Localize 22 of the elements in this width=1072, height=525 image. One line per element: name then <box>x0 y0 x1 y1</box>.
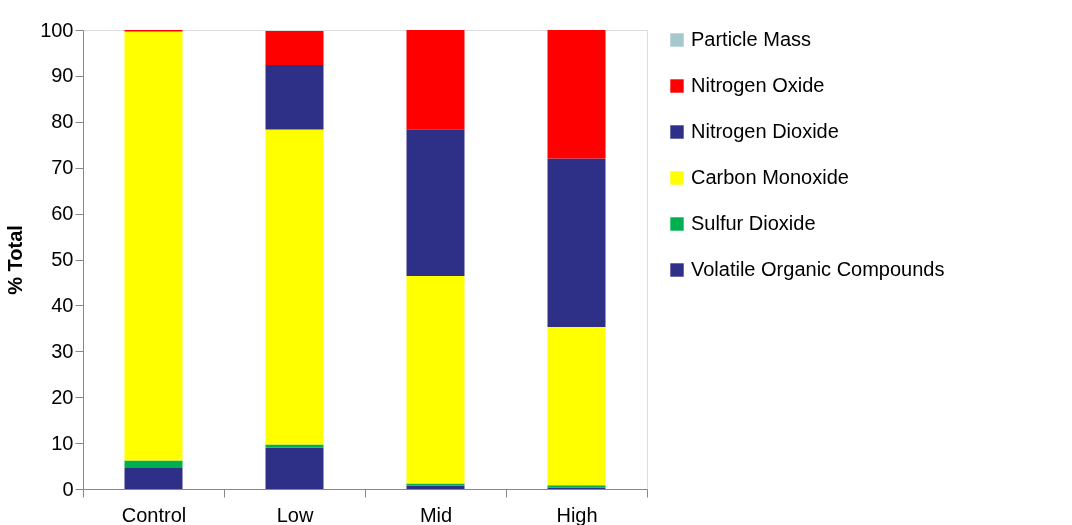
y-tick-label: 60 <box>51 202 74 225</box>
y-tick-label: 70 <box>51 156 74 179</box>
legend-label: Particle Mass <box>691 28 812 50</box>
x-tick-label: Low <box>276 503 314 525</box>
x-tick-label: High <box>556 503 598 525</box>
y-tick-label: 10 <box>51 431 74 454</box>
legend-label: Sulfur Dioxide <box>691 212 816 234</box>
legend-label: Nitrogen Dioxide <box>691 120 839 142</box>
y-axis-title: % Total <box>4 225 27 295</box>
y-tick-label: 50 <box>51 248 74 270</box>
y-tick-label: 100 <box>40 18 74 41</box>
y-tick-label: 0 <box>62 477 74 500</box>
y-tick-label: 80 <box>51 110 74 133</box>
legend-label: Carbon Monoxide <box>691 166 849 188</box>
legend-label: Nitrogen Oxide <box>691 74 825 96</box>
x-tick-label: Control <box>121 503 187 525</box>
y-tick-label: 40 <box>51 293 74 316</box>
y-tick-label: 20 <box>51 385 74 408</box>
y-tick-label: 90 <box>51 64 74 87</box>
y-tick-label: 30 <box>51 339 74 362</box>
legend-label: Volatile Organic Compounds <box>691 258 945 280</box>
x-tick-label: Mid <box>419 503 453 525</box>
